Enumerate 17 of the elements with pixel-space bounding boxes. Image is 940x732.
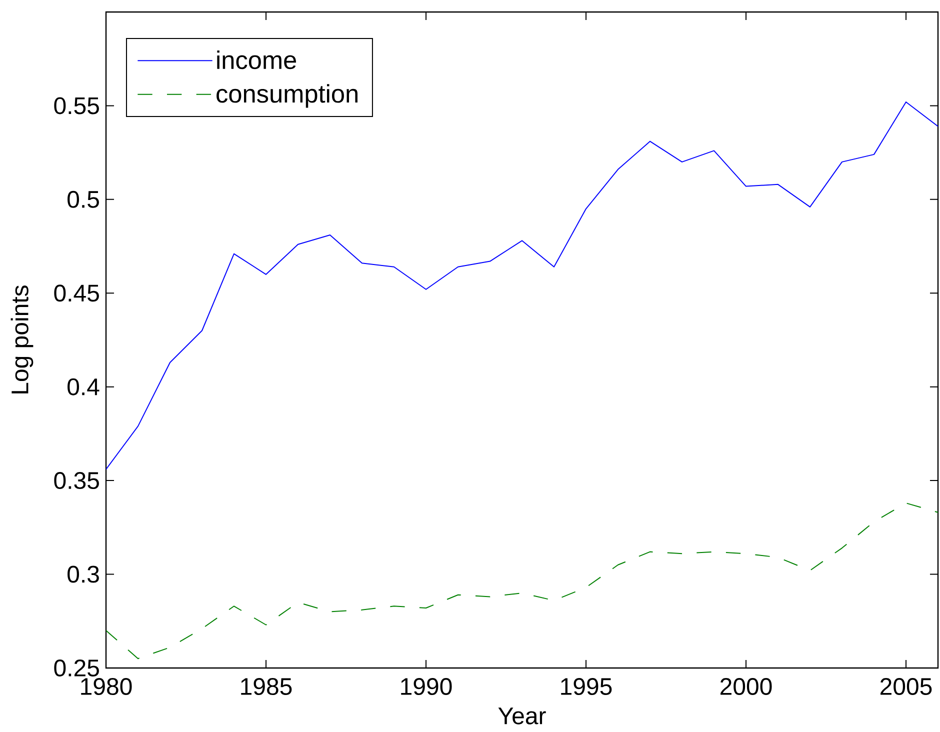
y-tick-label: 0.35 [54, 472, 99, 490]
y-tick-label: 0.45 [54, 284, 99, 302]
y-tick-label: 0.55 [54, 97, 99, 114]
x-tick-label: 1985 [241, 678, 292, 696]
legend-label: consumption [216, 84, 358, 108]
x-tick-label: 2005 [880, 678, 932, 696]
y-tick-label: 0.25 [54, 659, 99, 676]
x-tick-label: 1980 [81, 678, 132, 696]
x-axis-title: Year [498, 708, 546, 724]
legend-label: income [217, 50, 296, 70]
y-axis-title: Log points [10, 286, 34, 394]
x-tick-label: 2000 [720, 678, 772, 696]
y-tick-label: 0.5 [68, 190, 99, 208]
y-tick-label: 0.4 [68, 378, 100, 396]
x-tick-label: 1990 [401, 678, 452, 696]
x-tick-label: 1995 [561, 678, 612, 696]
y-tick-label: 0.3 [68, 566, 99, 583]
